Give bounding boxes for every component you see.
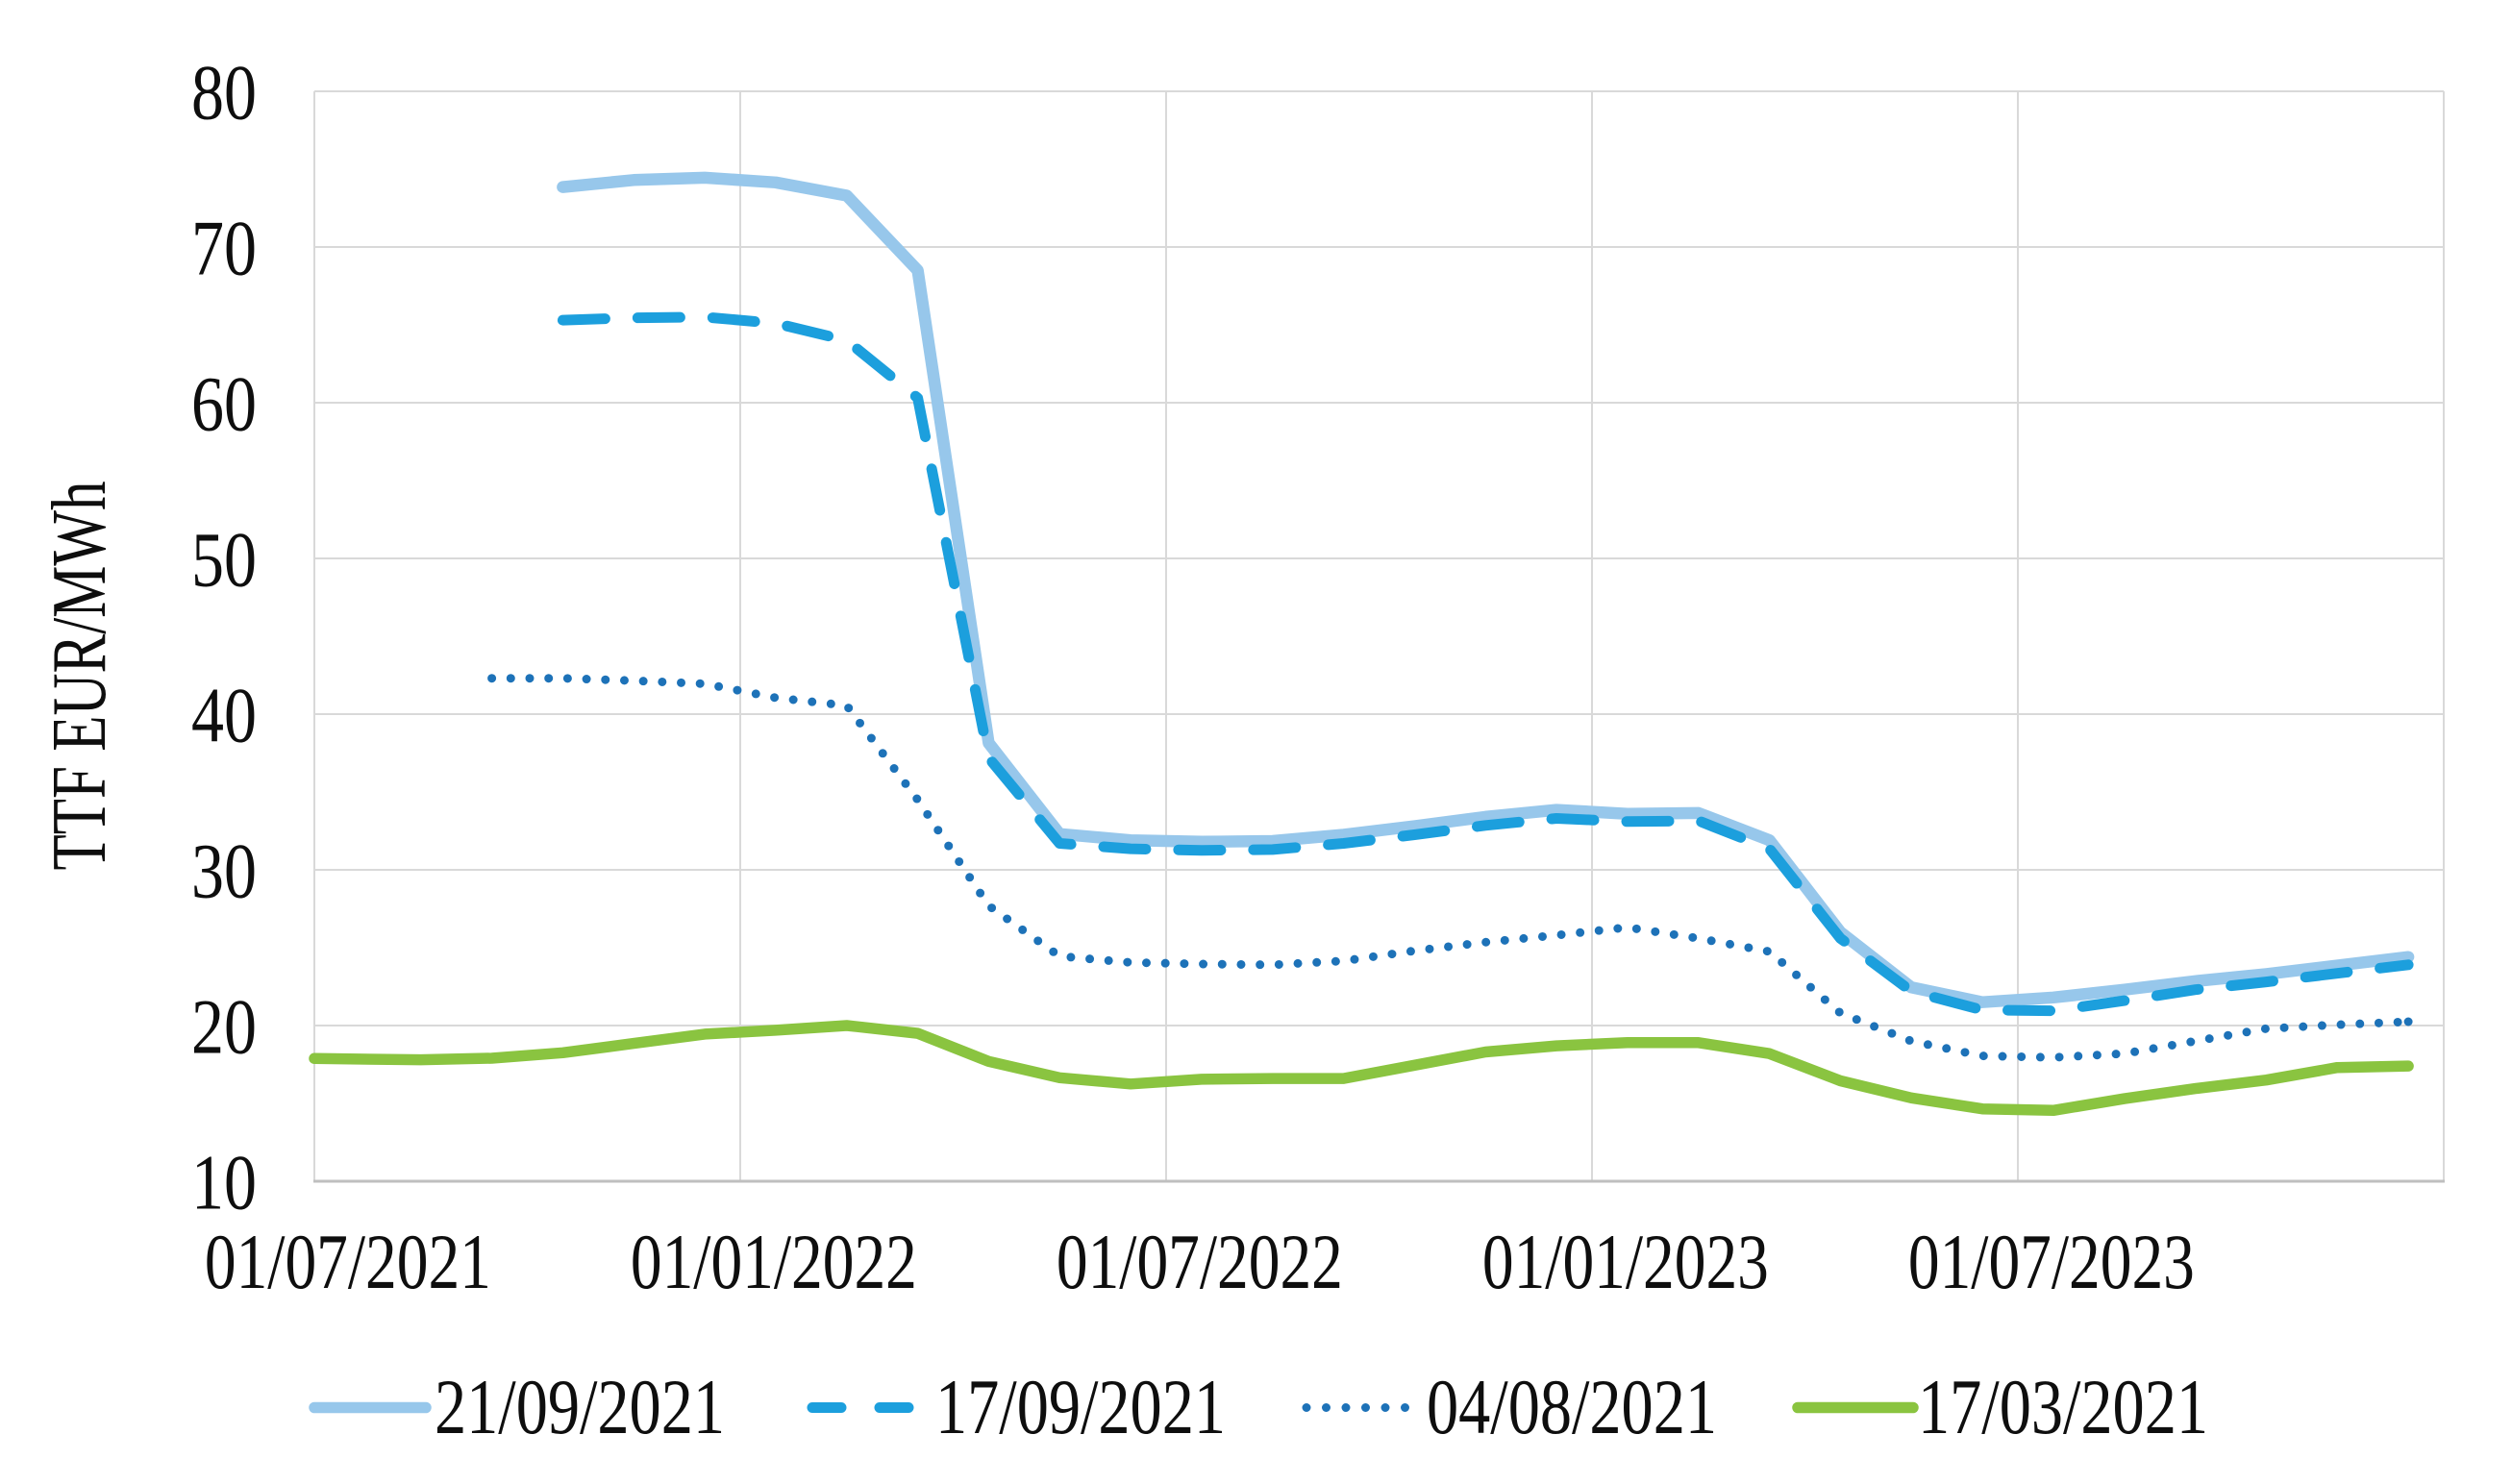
svg-text:01/07/2021: 01/07/2021 (205, 1218, 491, 1305)
svg-text:01/07/2023: 01/07/2023 (1908, 1218, 2195, 1305)
svg-text:01/01/2023: 01/01/2023 (1482, 1218, 1769, 1305)
svg-text:04/08/2021: 04/08/2021 (1427, 1363, 1717, 1450)
svg-text:17/09/2021: 17/09/2021 (935, 1363, 1226, 1450)
svg-text:20: 20 (191, 983, 257, 1071)
svg-text:60: 60 (191, 360, 257, 448)
svg-text:40: 40 (191, 672, 257, 759)
svg-text:10: 10 (191, 1139, 257, 1226)
svg-text:30: 30 (191, 828, 257, 915)
svg-text:21/09/2021: 21/09/2021 (435, 1363, 725, 1450)
svg-text:01/07/2022: 01/07/2022 (1057, 1218, 1343, 1305)
svg-text:50: 50 (191, 516, 257, 604)
svg-text:17/03/2021: 17/03/2021 (1918, 1363, 2208, 1450)
svg-text:80: 80 (191, 49, 257, 136)
svg-text:70: 70 (191, 205, 257, 292)
svg-text:01/01/2022: 01/01/2022 (631, 1218, 917, 1305)
svg-text:TTF EUR/MWh: TTF EUR/MWh (37, 482, 122, 871)
